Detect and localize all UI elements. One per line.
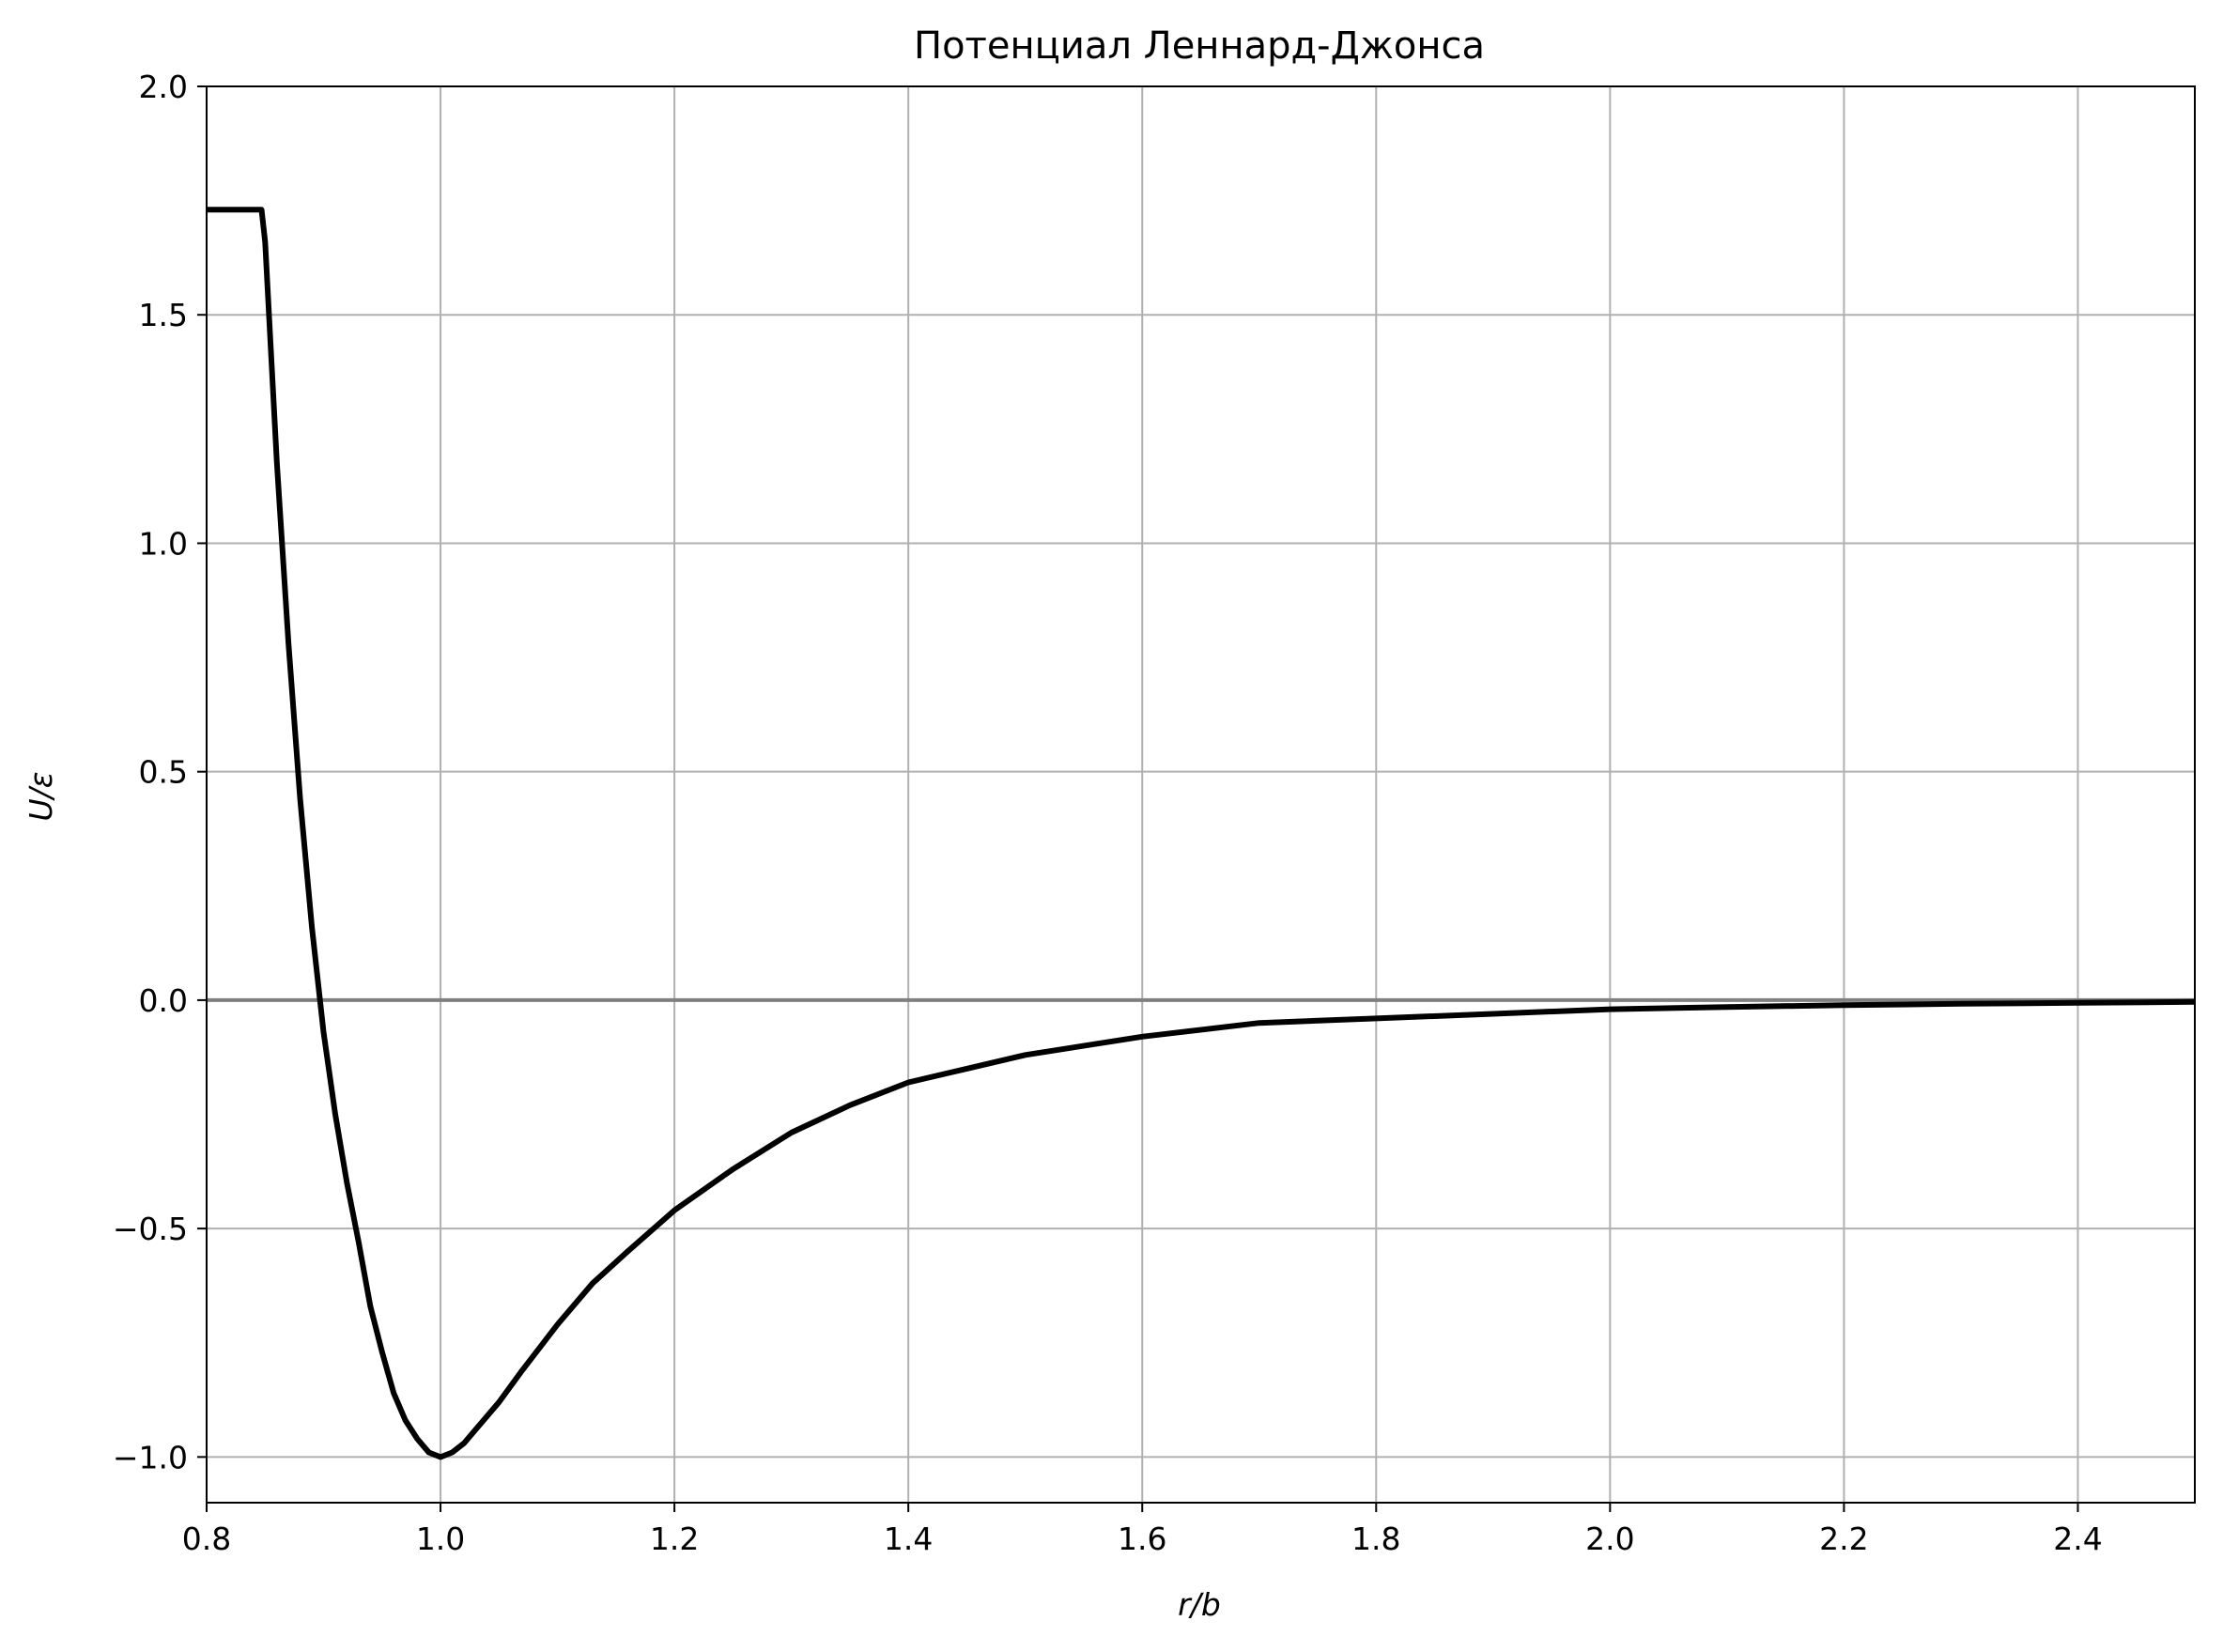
x-tick-label: 1.8	[1351, 1521, 1400, 1557]
series-layer	[207, 207, 2196, 1460]
x-tick-label: 2.4	[2053, 1521, 2102, 1557]
y-tick-label: −1.0	[113, 1439, 188, 1475]
x-tick-label: 1.4	[884, 1521, 933, 1557]
y-tick-label: 0.5	[139, 754, 188, 791]
x-tick-label: 2.2	[1819, 1521, 1868, 1557]
x-axis-label: r/b	[1178, 1586, 1221, 1623]
x-tick-label: 1.2	[650, 1521, 699, 1557]
x-tick-label: 1.0	[416, 1521, 465, 1557]
y-tick-label: 1.5	[139, 297, 188, 333]
x-tick-label: 1.6	[1118, 1521, 1166, 1557]
axis-ticks: 0.8 1.0 1.2 1.4 1.6 1.8 2.0 2.2 2.4 −1.0 −0.5 0.0 0.…	[113, 69, 2103, 1557]
chart-title: Потенциал Леннард-Джонса	[914, 24, 1485, 68]
y-axis-label: U/ε	[23, 771, 59, 821]
y-tick-label: −0.5	[113, 1211, 188, 1247]
y-tick-label: 1.0	[139, 525, 188, 562]
series-line	[207, 207, 2196, 1460]
plot-frame	[206, 85, 2196, 1504]
x-tick-label: 0.8	[182, 1521, 231, 1557]
x-tick-label: 2.0	[1585, 1521, 1634, 1557]
y-tick-label: 2.0	[139, 69, 188, 105]
y-tick-label: 0.0	[139, 982, 188, 1019]
